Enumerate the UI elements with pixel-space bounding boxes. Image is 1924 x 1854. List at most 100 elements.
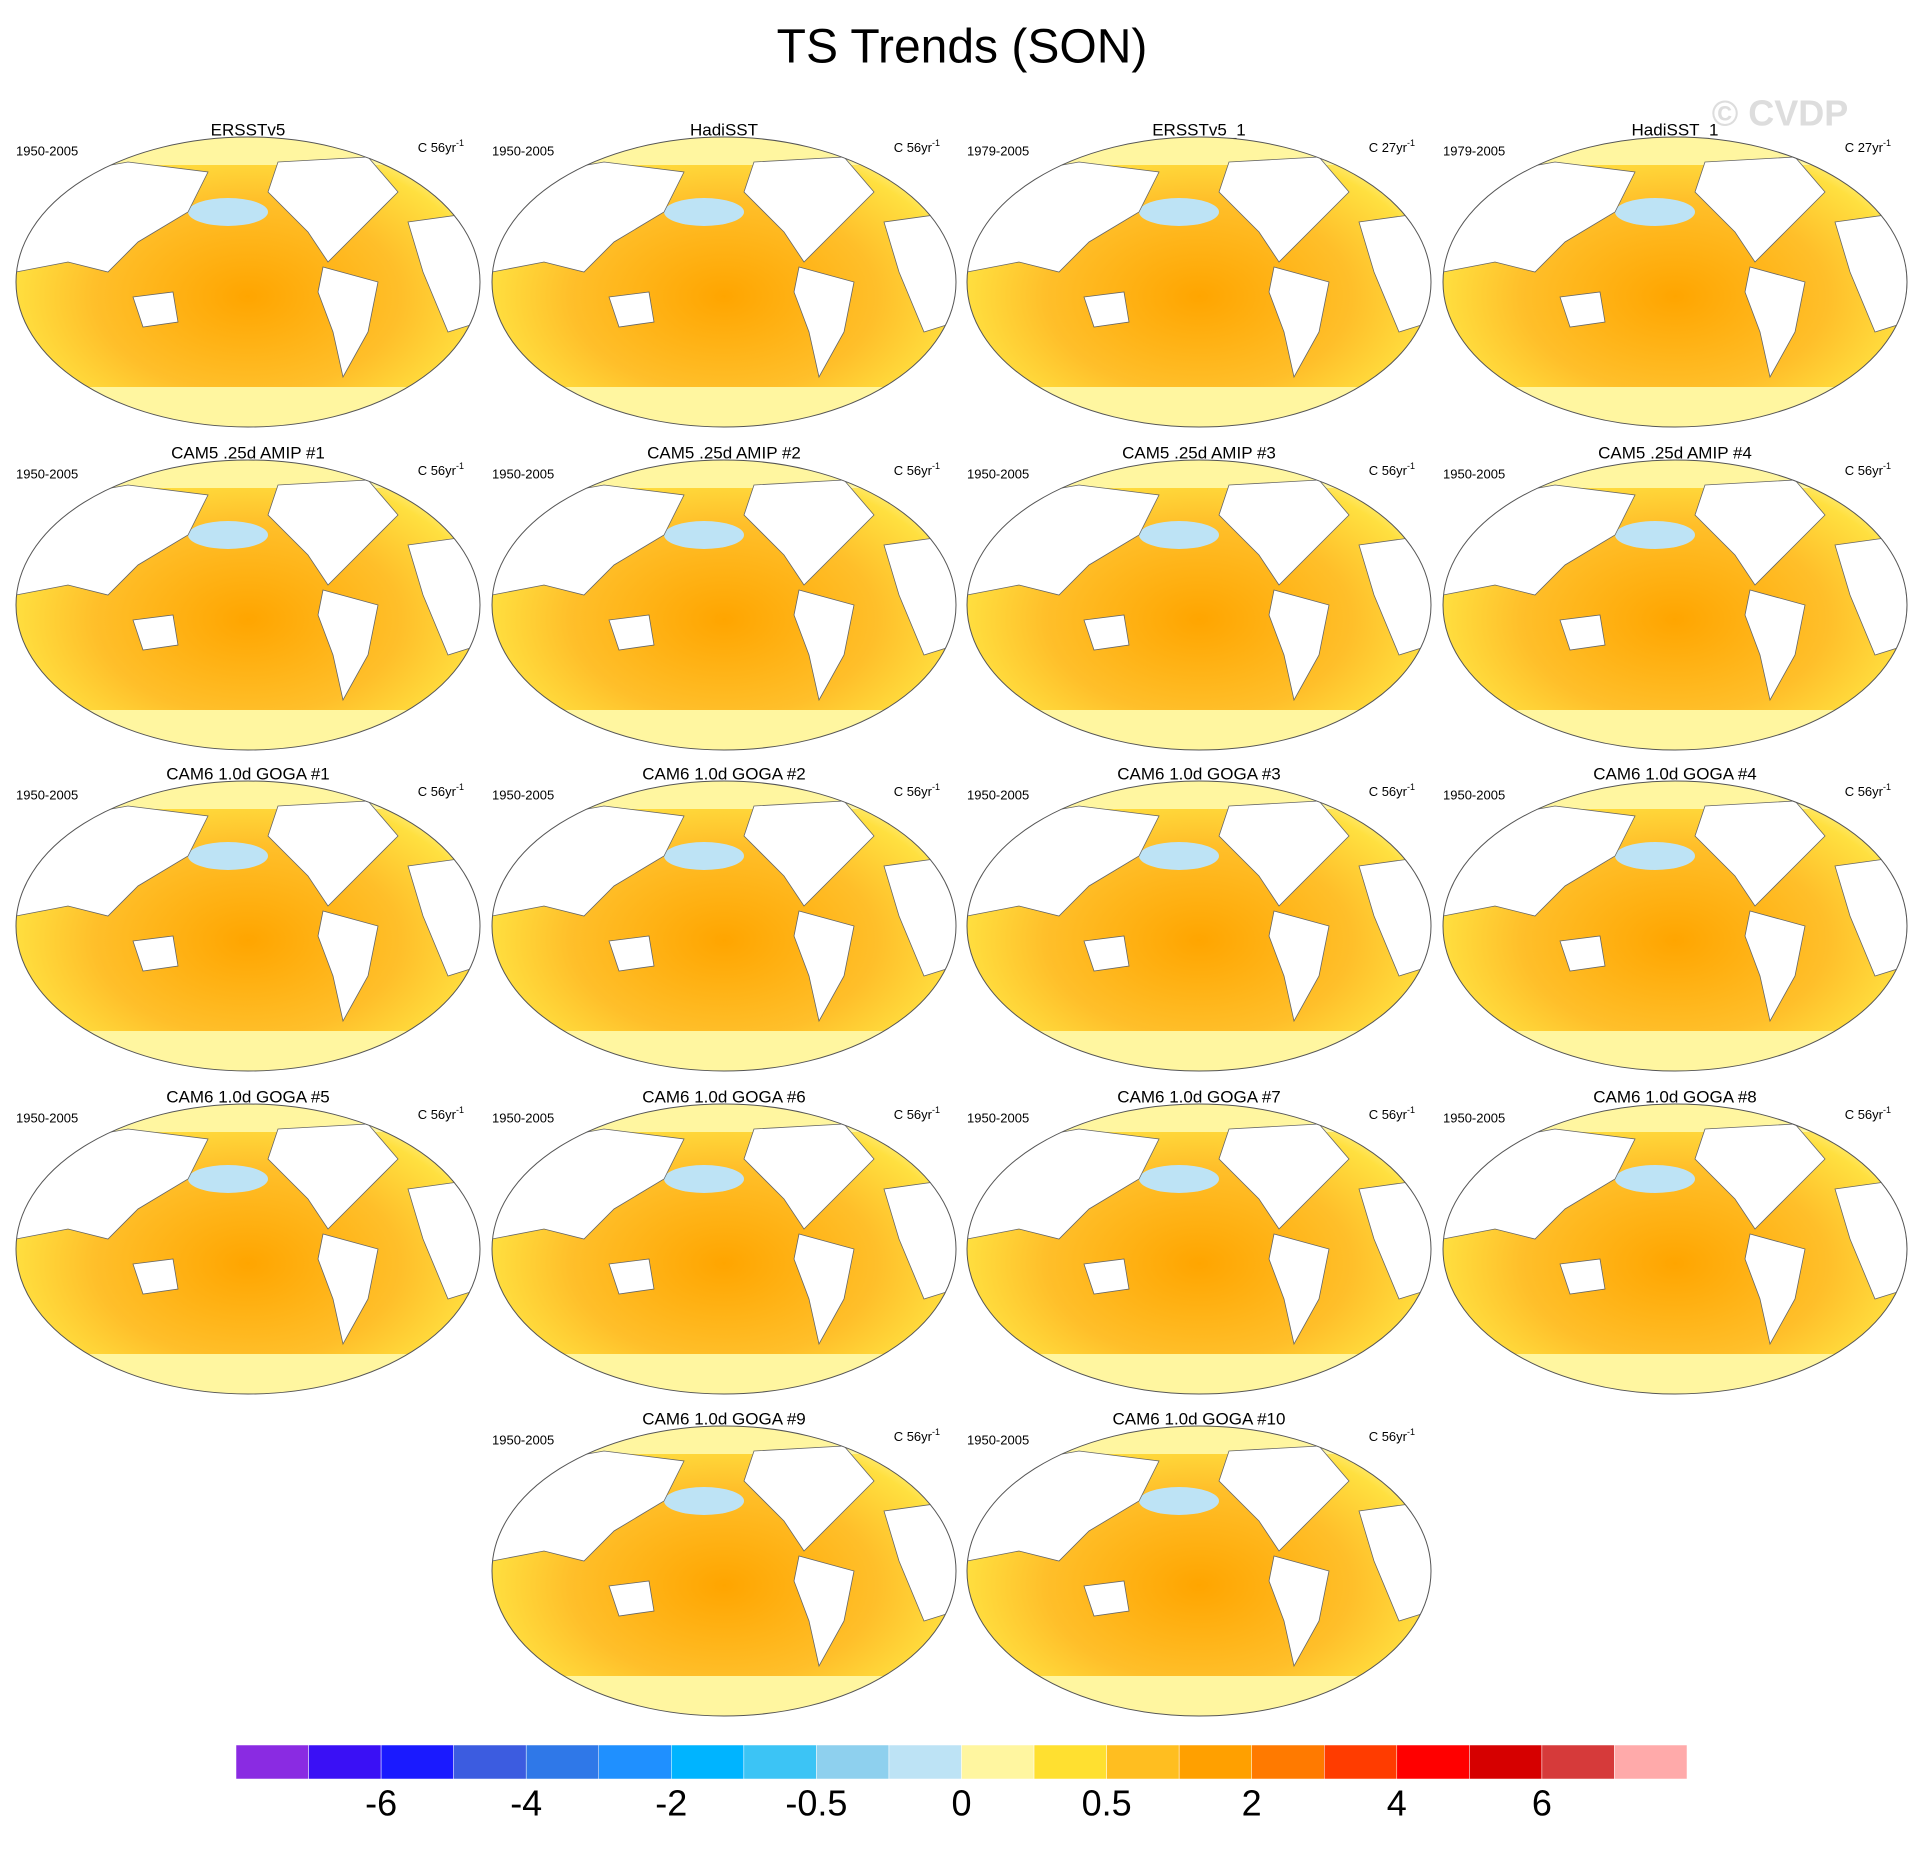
map-outline bbox=[966, 459, 1432, 751]
land bbox=[608, 1580, 655, 1617]
land bbox=[743, 1445, 875, 1552]
map-body bbox=[16, 1104, 480, 1394]
land bbox=[608, 614, 655, 651]
southern-band bbox=[967, 387, 1431, 427]
panel-units: C 56yr-1 bbox=[1369, 1105, 1415, 1122]
land bbox=[267, 156, 399, 263]
units-exp: -1 bbox=[1883, 782, 1891, 792]
southern-band bbox=[492, 1031, 956, 1071]
watermark: © CVDP bbox=[1712, 93, 1849, 134]
map-body bbox=[967, 1426, 1431, 1716]
panel-units: C 56yr-1 bbox=[418, 1105, 464, 1122]
polar-band bbox=[492, 137, 956, 165]
colorbar-box bbox=[1541, 1744, 1615, 1780]
panel-title: CAM5 .25d AMIP #4 bbox=[1598, 443, 1752, 462]
map-panel: ERSSTv5 1950-2005 C 56yr-1 bbox=[15, 120, 481, 428]
land bbox=[1559, 614, 1606, 651]
land bbox=[1218, 800, 1350, 907]
land bbox=[132, 291, 179, 328]
land bbox=[743, 1123, 875, 1230]
panel-period: 1950-2005 bbox=[1443, 1110, 1505, 1125]
units-base: C 56yr bbox=[418, 1107, 457, 1122]
panel-period: 1950-2005 bbox=[967, 1432, 1029, 1447]
map-body bbox=[1443, 1104, 1907, 1394]
cool-patch bbox=[188, 521, 268, 549]
land bbox=[267, 479, 399, 586]
panel-title: CAM6 1.0d GOGA #8 bbox=[1593, 1087, 1756, 1106]
map-panel: ERSSTv5_1 1979-2005 C 27yr-1 bbox=[966, 120, 1432, 428]
cool-patch bbox=[1615, 521, 1695, 549]
polar-band bbox=[16, 781, 480, 809]
cool-patch bbox=[1139, 521, 1219, 549]
land bbox=[1559, 291, 1606, 328]
land bbox=[1744, 910, 1806, 1023]
colorbar-box bbox=[671, 1744, 745, 1780]
units-base: C 56yr bbox=[418, 784, 457, 799]
colorbar-box bbox=[1614, 1744, 1688, 1780]
southern-band bbox=[492, 1676, 956, 1716]
land bbox=[267, 1123, 399, 1230]
map-panel: CAM6 1.0d GOGA #3 1950-2005 C 56yr-1 bbox=[966, 764, 1432, 1072]
polar-band bbox=[16, 137, 480, 165]
panel-units: C 56yr-1 bbox=[1845, 782, 1891, 799]
map-body bbox=[16, 137, 480, 427]
units-exp: -1 bbox=[932, 138, 940, 148]
map-panel: CAM6 1.0d GOGA #5 1950-2005 C 56yr-1 bbox=[15, 1087, 481, 1395]
cool-patch bbox=[1615, 198, 1695, 226]
map-body bbox=[1443, 781, 1907, 1071]
southern-band bbox=[967, 1676, 1431, 1716]
units-exp: -1 bbox=[1883, 138, 1891, 148]
units-exp: -1 bbox=[1407, 1105, 1415, 1115]
colorbar-box bbox=[1251, 1744, 1325, 1780]
polar-band bbox=[492, 460, 956, 488]
units-base: C 56yr bbox=[418, 140, 457, 155]
panel-title: CAM6 1.0d GOGA #5 bbox=[166, 1087, 329, 1106]
map-outline bbox=[15, 459, 481, 751]
land bbox=[1268, 589, 1330, 702]
colorbar-box bbox=[1178, 1744, 1252, 1780]
panel-period: 1950-2005 bbox=[16, 466, 78, 481]
units-base: C 56yr bbox=[418, 463, 457, 478]
panel-period: 1950-2005 bbox=[16, 1110, 78, 1125]
colorbar-box bbox=[743, 1744, 817, 1780]
land bbox=[132, 935, 179, 972]
panel-units: C 56yr-1 bbox=[418, 782, 464, 799]
panel-units: C 56yr-1 bbox=[1369, 1427, 1415, 1444]
land bbox=[1083, 614, 1130, 651]
map-body bbox=[967, 1104, 1431, 1394]
land bbox=[317, 589, 379, 702]
map-outline bbox=[966, 1103, 1432, 1395]
panel-units: C 56yr-1 bbox=[418, 138, 464, 155]
southern-band bbox=[492, 387, 956, 427]
map-outline bbox=[966, 136, 1432, 428]
units-exp: -1 bbox=[1407, 138, 1415, 148]
panel-period: 1950-2005 bbox=[16, 787, 78, 802]
map-outline bbox=[491, 1425, 957, 1717]
southern-band bbox=[1443, 387, 1907, 427]
panel-period: 1950-2005 bbox=[967, 787, 1029, 802]
panel-title: CAM5 .25d AMIP #2 bbox=[647, 443, 801, 462]
land bbox=[132, 614, 179, 651]
colorbar-label: -2 bbox=[655, 1783, 687, 1824]
map-outline bbox=[966, 780, 1432, 1072]
map-panel: CAM6 1.0d GOGA #8 1950-2005 C 56yr-1 bbox=[1442, 1087, 1908, 1395]
land bbox=[793, 1233, 855, 1346]
panel-period: 1950-2005 bbox=[492, 143, 554, 158]
cool-patch bbox=[1139, 198, 1219, 226]
units-base: C 27yr bbox=[1369, 140, 1408, 155]
map-body bbox=[967, 137, 1431, 427]
panel-units: C 56yr-1 bbox=[1845, 461, 1891, 478]
southern-band bbox=[16, 1031, 480, 1071]
polar-band bbox=[967, 781, 1431, 809]
units-exp: -1 bbox=[932, 1105, 940, 1115]
panel-period: 1950-2005 bbox=[492, 1110, 554, 1125]
land bbox=[317, 266, 379, 379]
land bbox=[1083, 935, 1130, 972]
map-body bbox=[1443, 137, 1907, 427]
units-exp: -1 bbox=[456, 1105, 464, 1115]
map-outline bbox=[15, 136, 481, 428]
map-outline bbox=[491, 459, 957, 751]
colorbar-label: -0.5 bbox=[785, 1783, 847, 1824]
colorbar-label: -6 bbox=[365, 1783, 397, 1824]
panel-units: C 56yr-1 bbox=[1845, 1105, 1891, 1122]
